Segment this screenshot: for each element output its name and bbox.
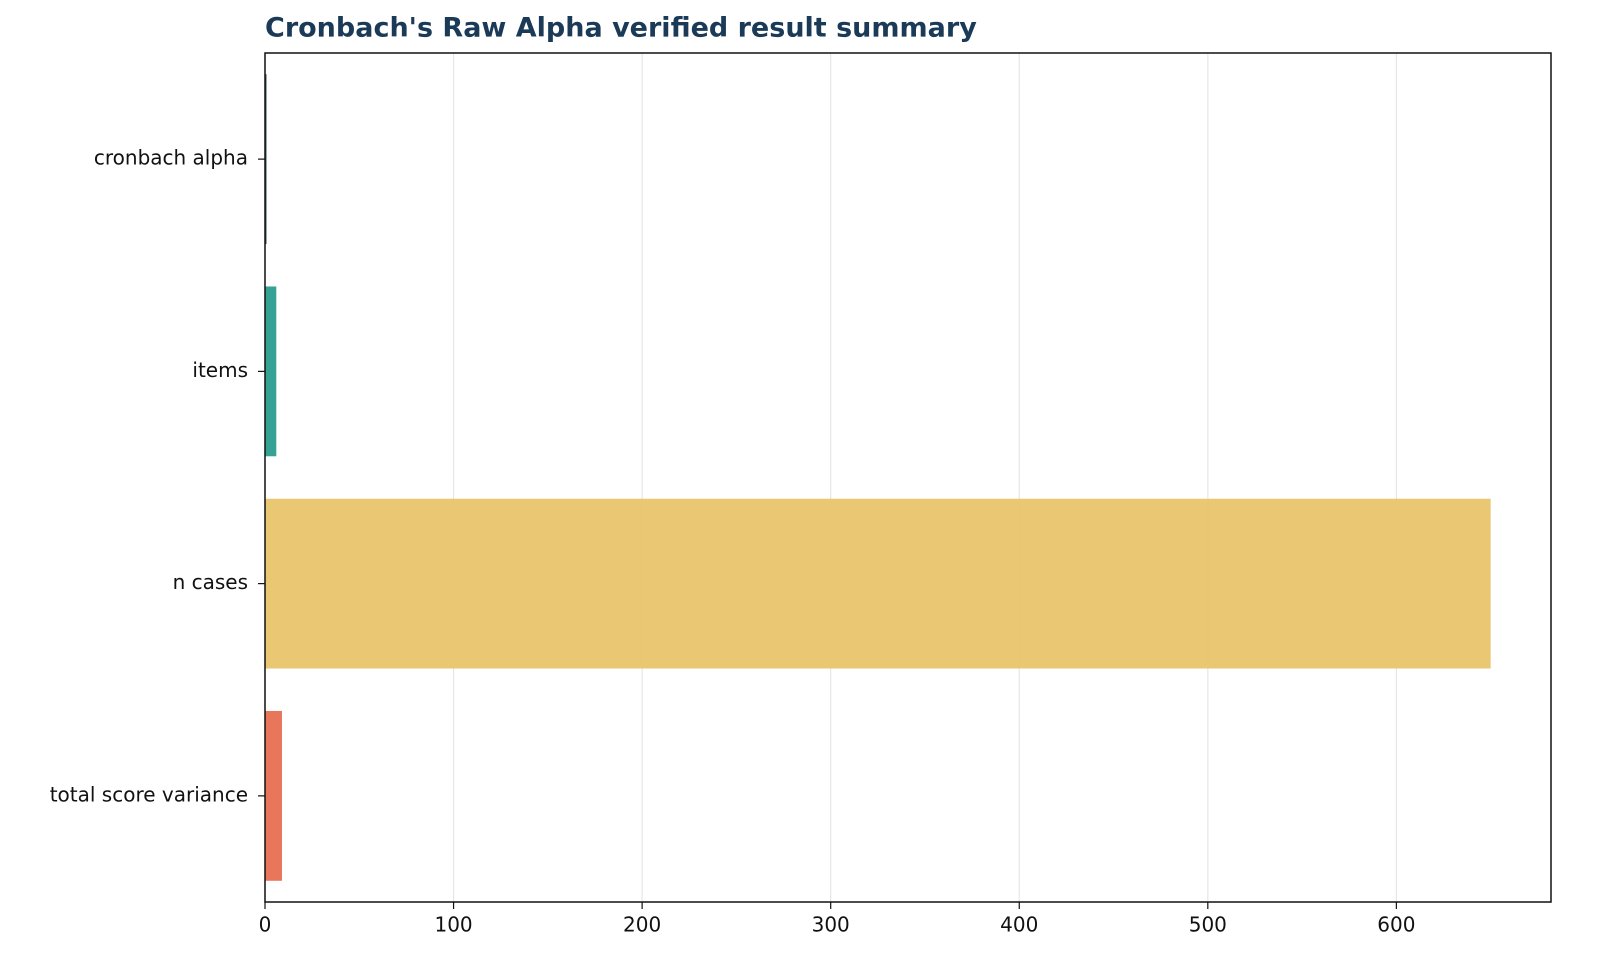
bar (265, 286, 277, 457)
x-tick-label: 300 (812, 913, 850, 937)
y-tick-label: n cases (173, 570, 248, 594)
y-tick-label: total score variance (50, 782, 248, 806)
chart-title: Cronbach's Raw Alpha verified result sum… (265, 13, 977, 44)
bar (265, 710, 282, 881)
y-tick-label: items (192, 358, 248, 382)
x-tick-label: 100 (434, 913, 472, 937)
x-tick-label: 200 (623, 913, 661, 937)
bar (265, 74, 267, 245)
x-tick-label: 500 (1189, 913, 1227, 937)
x-tick-label: 600 (1377, 913, 1415, 937)
x-tick-label: 0 (259, 913, 272, 937)
y-tick-label: cronbach alpha (94, 146, 248, 170)
x-tick-label: 400 (1000, 913, 1038, 937)
plot-frame (264, 52, 1552, 903)
bar (265, 498, 1491, 669)
